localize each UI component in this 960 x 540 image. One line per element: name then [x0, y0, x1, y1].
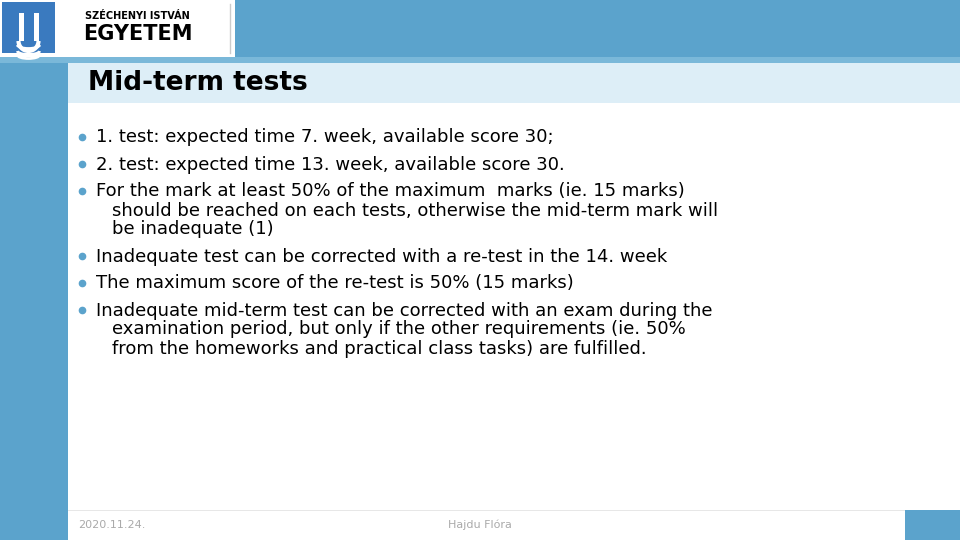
Bar [0, 0, 960, 57]
Text: For the mark at least 50% of the maximum  marks (ie. 15 marks): For the mark at least 50% of the maximum… [96, 183, 684, 200]
Bar [34, 13, 38, 41]
Text: Mid-term tests: Mid-term tests [88, 70, 308, 96]
Text: Inadequate test can be corrected with a re-test in the 14. week: Inadequate test can be corrected with a … [96, 247, 667, 266]
Text: SZÉCHENYI ISTVÁN: SZÉCHENYI ISTVÁN [85, 11, 190, 21]
Bar [0, 510, 68, 540]
Bar [0, 57, 960, 63]
Bar [18, 13, 23, 41]
Text: 2020.11.24.: 2020.11.24. [78, 520, 145, 530]
Bar [68, 63, 960, 103]
Bar [905, 510, 960, 540]
Text: Inadequate mid-term test can be corrected with an exam during the: Inadequate mid-term test can be correcte… [96, 301, 712, 320]
Bar [2, 2, 55, 53]
Text: Hajdu Flóra: Hajdu Flóra [448, 519, 512, 530]
Text: examination period, but only if the other requirements (ie. 50%: examination period, but only if the othe… [112, 321, 685, 339]
Text: 2. test: expected time 13. week, available score 30.: 2. test: expected time 13. week, availab… [96, 156, 564, 173]
Bar [0, 63, 68, 510]
Text: should be reached on each tests, otherwise the mid-term mark will: should be reached on each tests, otherwi… [112, 201, 718, 219]
Text: EGYETEM: EGYETEM [83, 24, 192, 44]
Text: from the homeworks and practical class tasks) are fulfilled.: from the homeworks and practical class t… [112, 340, 647, 357]
Text: 1. test: expected time 7. week, available score 30;: 1. test: expected time 7. week, availabl… [96, 129, 554, 146]
Text: be inadequate (1): be inadequate (1) [112, 220, 274, 239]
Bar [0, 0, 235, 57]
Text: The maximum score of the re-test is 50% (15 marks): The maximum score of the re-test is 50% … [96, 274, 574, 293]
